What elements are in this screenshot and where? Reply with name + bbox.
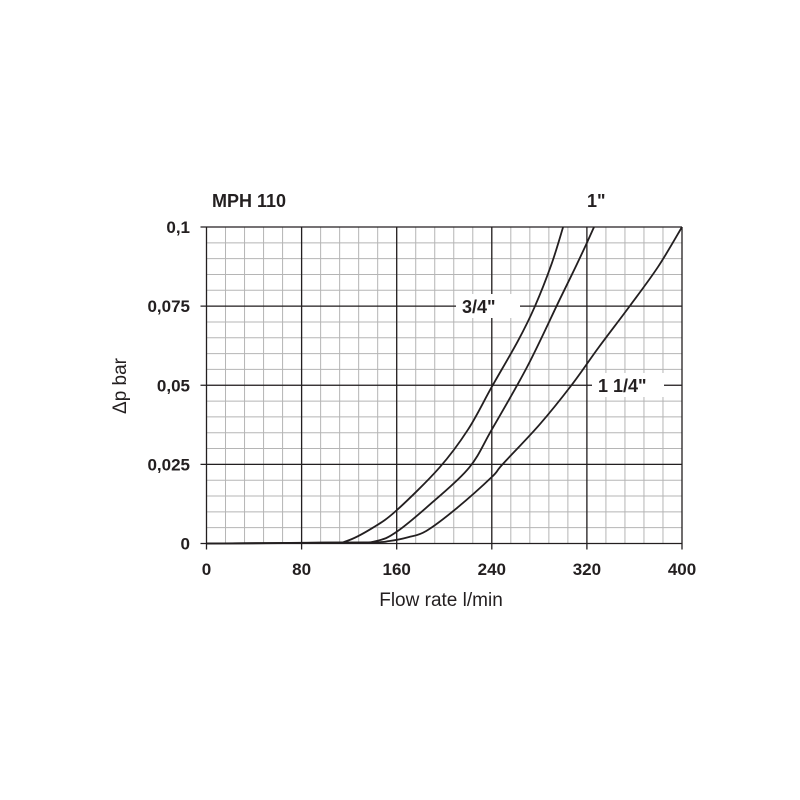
y-tick-label: 0,1: [166, 218, 190, 237]
series-label-1: 1": [587, 191, 606, 211]
label-bg-1-1-4: [592, 373, 664, 397]
x-tick-label: 320: [573, 560, 601, 579]
y-tick-label: 0,025: [147, 455, 190, 474]
series-label-1-1-4: 1 1/4": [598, 376, 647, 396]
x-tick-label: 80: [292, 560, 311, 579]
x-tick-labels: 0 80 160 240 320 400: [202, 560, 696, 579]
curves: [206, 226, 683, 545]
y-tick-labels: 0 0,025 0,05 0,075 0,1: [147, 218, 190, 554]
y-tick-label: 0,05: [157, 376, 190, 395]
x-tick-label: 0: [202, 560, 211, 579]
x-tick-label: 240: [478, 560, 506, 579]
x-tick-label: 400: [668, 560, 696, 579]
x-tick-label: 160: [383, 560, 411, 579]
y-tick-label: 0: [181, 535, 190, 554]
series-label-3-4: 3/4": [462, 297, 496, 317]
chart-title: MPH 110: [212, 191, 286, 211]
series-line-2: [206, 226, 683, 545]
x-axis-label: Flow rate l/min: [379, 590, 503, 611]
y-tick-label: 0,075: [147, 297, 190, 316]
label-bg-3-4: [456, 294, 520, 318]
y-axis-label: Δp bar: [110, 357, 131, 414]
